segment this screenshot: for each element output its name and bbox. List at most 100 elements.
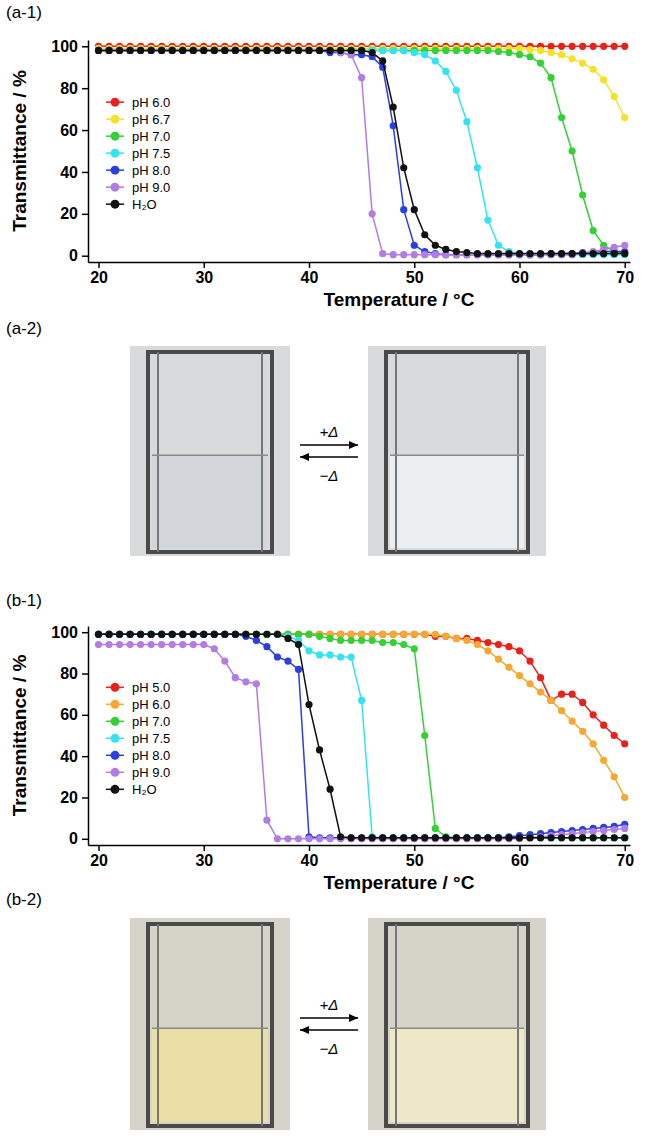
x-axis-title: Temperature / °C <box>324 289 475 310</box>
data-point <box>621 740 628 747</box>
data-point <box>348 631 355 638</box>
data-point <box>95 47 102 54</box>
data-point <box>600 827 607 834</box>
data-point <box>474 164 481 171</box>
data-point <box>400 834 407 841</box>
data-point <box>526 834 533 841</box>
data-point <box>169 47 176 54</box>
data-point <box>611 43 618 50</box>
data-point <box>453 635 460 642</box>
data-point <box>442 834 449 841</box>
data-point <box>263 47 270 54</box>
data-point <box>242 47 249 54</box>
data-point <box>505 49 512 56</box>
data-point <box>505 643 512 650</box>
cuvette-edge <box>395 352 397 552</box>
data-point <box>411 49 418 56</box>
y-tick-mark <box>82 88 88 90</box>
data-point <box>326 47 333 54</box>
data-point <box>590 66 597 73</box>
data-point <box>337 653 344 660</box>
data-point <box>116 631 123 638</box>
cooling-label: −Δ <box>320 467 339 484</box>
legend-swatch <box>111 149 120 158</box>
legend-swatch <box>111 200 120 209</box>
y-tick: 100 <box>51 624 88 641</box>
data-point <box>158 631 165 638</box>
data-point <box>179 47 186 54</box>
data-point <box>221 47 228 54</box>
data-point <box>474 834 481 841</box>
data-point <box>116 47 123 54</box>
data-point <box>105 47 112 54</box>
data-point <box>326 47 333 54</box>
data-point <box>126 631 133 638</box>
y-tick-mark <box>82 255 88 257</box>
legend-label: H₂O <box>132 197 157 212</box>
legend-label: pH 6.7 <box>132 112 170 127</box>
x-tick-label: 70 <box>616 269 634 286</box>
data-point <box>590 250 597 257</box>
data-point <box>148 631 155 638</box>
data-point <box>463 834 470 841</box>
data-point <box>200 47 207 54</box>
data-point <box>295 631 302 638</box>
data-point <box>326 47 333 54</box>
x-tick-label: 40 <box>301 269 319 286</box>
data-point <box>579 834 586 841</box>
legend-label: pH 5.0 <box>132 680 170 695</box>
series-line <box>99 50 625 253</box>
data-point <box>263 643 270 650</box>
cuvette-edge <box>261 352 263 552</box>
data-point <box>569 250 576 257</box>
data-point <box>221 47 228 54</box>
data-point <box>221 631 228 638</box>
data-point <box>200 47 207 54</box>
data-point <box>179 47 186 54</box>
data-point <box>348 834 355 841</box>
data-point <box>200 631 207 638</box>
data-point <box>179 631 186 638</box>
data-point <box>95 631 102 638</box>
data-point <box>463 637 470 644</box>
data-point <box>432 631 439 638</box>
data-point <box>263 631 270 638</box>
x-tick-label: 50 <box>406 269 424 286</box>
data-point <box>547 834 554 841</box>
data-point <box>547 834 554 841</box>
data-point <box>390 631 397 638</box>
figure: (a-1)203040506070020406080100Temperature… <box>0 0 654 1143</box>
data-point <box>105 47 112 54</box>
data-point <box>579 250 586 257</box>
cuvette-edge <box>517 924 519 1126</box>
data-point <box>95 641 102 648</box>
data-point <box>221 631 228 638</box>
data-point <box>569 691 576 698</box>
data-point <box>295 631 302 638</box>
data-point <box>369 631 376 638</box>
data-point <box>558 834 565 841</box>
data-point <box>516 834 523 841</box>
legend-entry: pH 7.5 <box>106 146 170 161</box>
data-point <box>495 834 502 841</box>
data-point <box>116 47 123 54</box>
data-point <box>495 250 502 257</box>
data-point <box>432 834 439 841</box>
legend-swatch <box>111 785 120 794</box>
data-point <box>232 631 239 638</box>
data-point <box>137 631 144 638</box>
data-point <box>253 47 260 54</box>
panel-label: (b-1) <box>6 591 42 610</box>
data-point <box>169 47 176 54</box>
data-point <box>221 47 228 54</box>
data-point <box>453 47 460 54</box>
data-point <box>137 631 144 638</box>
data-point <box>126 47 133 54</box>
data-point <box>232 631 239 638</box>
data-point <box>558 834 565 841</box>
y-axis-title: Transmittance / % <box>9 655 30 817</box>
data-point <box>526 250 533 257</box>
data-point <box>579 699 586 706</box>
data-point <box>558 250 565 257</box>
data-point <box>126 47 133 54</box>
